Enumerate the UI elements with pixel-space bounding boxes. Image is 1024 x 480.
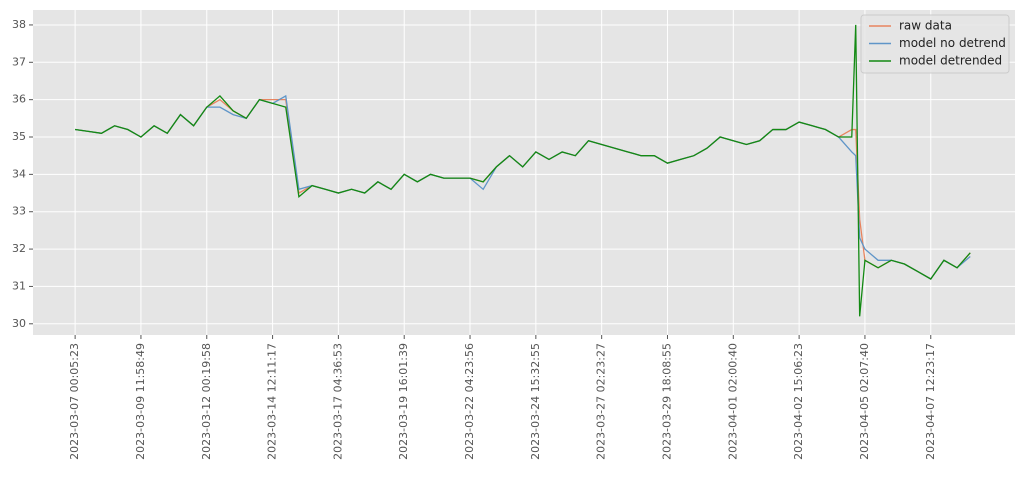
x-tick-label: 2023-04-02 15:06:23 — [792, 343, 805, 460]
legend-label: model detrended — [899, 54, 1002, 68]
x-tick-label: 2023-03-09 11:58:49 — [134, 343, 147, 460]
x-tick-label: 2023-03-22 04:23:56 — [463, 343, 476, 460]
legend-label: raw data — [899, 19, 952, 33]
x-tick-label: 2023-04-05 02:07:40 — [858, 343, 871, 460]
x-tick-label: 2023-03-19 16:01:39 — [397, 343, 410, 460]
y-tick-label: 32 — [12, 242, 26, 255]
legend-label: model no detrend — [899, 36, 1006, 50]
y-tick-label: 35 — [12, 130, 26, 143]
legend-box — [860, 14, 1010, 74]
y-tick-label: 34 — [12, 167, 26, 180]
x-tick-label: 2023-03-12 00:19:58 — [200, 343, 213, 460]
x-tick-label: 2023-03-17 04:36:53 — [331, 343, 344, 460]
x-tick-label: 2023-03-07 00:05:23 — [68, 343, 81, 460]
y-tick-label: 31 — [12, 279, 26, 292]
x-tick-label: 2023-03-24 15:32:55 — [529, 343, 542, 460]
x-tick-label: 2023-04-07 12:23:17 — [924, 343, 937, 460]
y-tick-label: 36 — [12, 93, 26, 106]
x-tick-label: 2023-04-01 02:00:40 — [726, 343, 739, 460]
y-tick-label: 33 — [12, 205, 26, 218]
y-tick-label: 30 — [12, 317, 26, 330]
y-tick-label: 38 — [12, 18, 26, 31]
plot-area — [33, 10, 1015, 335]
data-line — [75, 24, 971, 317]
x-tick-label: 2023-03-14 12:11:17 — [266, 343, 279, 460]
y-tick-label: 37 — [12, 55, 26, 68]
x-tick-label: 2023-03-27 02:23:27 — [595, 343, 608, 460]
x-tick-label: 2023-03-29 18:08:55 — [660, 343, 673, 460]
